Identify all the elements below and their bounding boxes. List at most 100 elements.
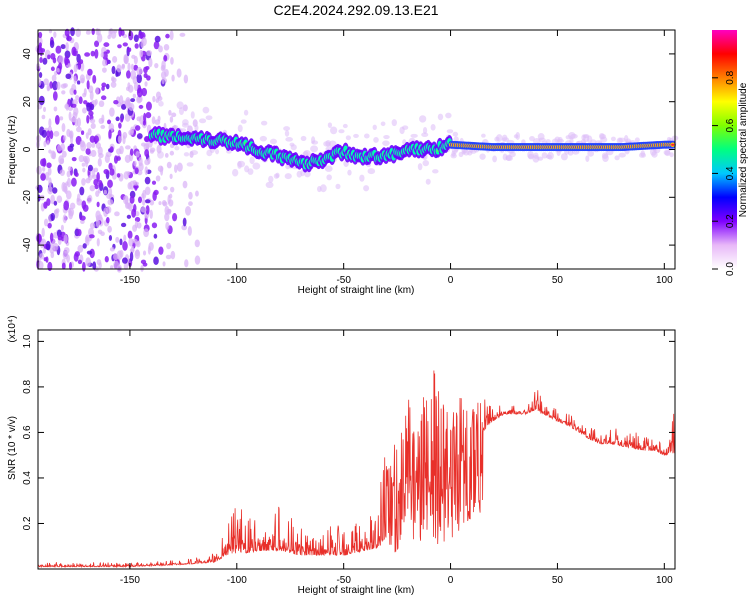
heatmap-cell <box>60 44 66 50</box>
heatmap-cell <box>176 68 182 78</box>
heatmap-cell <box>136 116 142 122</box>
x-tick-label: -50 <box>336 575 351 586</box>
heatmap-cell <box>50 66 55 72</box>
heatmap-cell <box>120 117 124 123</box>
heatmap-cell <box>116 173 121 178</box>
heatmap-cell <box>68 210 74 220</box>
heatmap-cell <box>182 119 189 126</box>
heatmap-cell <box>42 57 48 65</box>
x-tick-label: -150 <box>120 275 140 286</box>
heatmap-cell <box>132 76 138 85</box>
heatmap-cell <box>154 63 159 69</box>
heatmap-cell <box>141 87 148 97</box>
x-tick-label: 0 <box>448 575 454 586</box>
heatmap-cell <box>82 167 86 173</box>
heatmap-cell <box>80 77 85 84</box>
heatmap-cell <box>46 130 51 138</box>
heatmap-cell <box>79 186 85 196</box>
snr-x-ticks: -150 -100 -50 0 50 100 <box>120 330 673 586</box>
heatmap-cell <box>115 116 120 122</box>
heatmap-cell <box>158 45 163 53</box>
heatmap-cell <box>73 64 78 73</box>
heatmap-cell <box>186 162 194 167</box>
heatmap-cell <box>117 135 122 144</box>
spectrogram-x-ticks: -150 -100 -50 0 50 100 <box>120 30 673 286</box>
heatmap-cell <box>84 52 91 57</box>
heatmap-cell <box>618 137 626 143</box>
heatmap-cell <box>79 215 86 221</box>
heatmap-cell <box>151 180 157 185</box>
heatmap-cell <box>143 66 148 74</box>
heatmap-cell <box>147 157 151 165</box>
heatmap-cell <box>51 74 57 82</box>
figure-title: C2E4.2024.292.09.13.E21 <box>273 2 438 18</box>
heatmap-cell <box>101 86 105 91</box>
heatmap-cell <box>82 107 87 114</box>
heatmap-cell <box>86 79 90 90</box>
heatmap-cell <box>135 240 141 248</box>
x-tick-label: 100 <box>656 275 673 286</box>
heatmap-cell <box>162 261 166 267</box>
heatmap-cell <box>69 202 76 210</box>
heatmap-cell <box>151 116 156 125</box>
heatmap-cell <box>181 224 188 231</box>
heatmap-cell <box>81 200 87 210</box>
heatmap-cell <box>81 178 86 186</box>
heatmap-cell <box>176 162 183 172</box>
heatmap-cell <box>143 143 150 151</box>
heatmap-cell <box>151 222 158 229</box>
heatmap-cell <box>107 225 112 233</box>
y-tick-label: -40 <box>22 237 33 252</box>
heatmap-cell <box>624 135 629 143</box>
heatmap-cell <box>103 42 110 47</box>
heatmap-cell <box>161 77 165 85</box>
heatmap-cell <box>96 172 100 182</box>
heatmap-cell <box>310 145 319 153</box>
heatmap-cell <box>95 218 100 228</box>
heatmap-cell <box>260 120 268 126</box>
heatmap-cell <box>91 28 95 36</box>
heatmap-cell <box>174 145 180 151</box>
heatmap-cell <box>53 106 58 112</box>
heatmap-cell <box>65 42 69 51</box>
heatmap-cell <box>104 256 109 263</box>
heatmap-cell <box>69 133 74 144</box>
heatmap-cell <box>61 262 66 270</box>
heatmap-cell <box>137 196 143 204</box>
heatmap-cell <box>85 148 91 155</box>
heatmap-cell <box>47 54 51 60</box>
heatmap-cell <box>182 104 188 112</box>
heatmap-cell <box>144 199 151 204</box>
heatmap-cell <box>178 107 185 115</box>
heatmap-cell <box>275 172 280 179</box>
colorbar: 0.0 0.2 0.4 0.6 0.8 Normalized spectral ampl… <box>712 30 749 276</box>
heatmap-cell <box>36 165 42 175</box>
heatmap-cell <box>144 186 151 196</box>
heatmap-cell <box>149 209 153 220</box>
heatmap-cell <box>326 174 332 181</box>
heatmap-cell <box>185 205 192 216</box>
heatmap-cell <box>240 119 247 124</box>
heatmap-cell <box>43 257 47 262</box>
heatmap-cell <box>383 134 390 140</box>
heatmap-cell <box>54 114 60 125</box>
heatmap-cell <box>66 35 72 42</box>
heatmap-cell <box>268 175 274 183</box>
heatmap-cell <box>91 142 96 148</box>
heatmap-cell <box>545 139 551 144</box>
heatmap-cell <box>538 137 546 142</box>
heatmap-cell <box>90 50 96 57</box>
colorbar-ticks: 0.0 0.2 0.4 0.6 0.8 <box>712 70 736 276</box>
heatmap-cell <box>115 70 119 77</box>
heatmap-cell <box>614 155 620 161</box>
heatmap-cell <box>85 30 91 35</box>
heatmap-cell <box>179 32 186 37</box>
heatmap-cell <box>111 77 117 83</box>
heatmap-cell <box>70 27 75 37</box>
heatmap-cell <box>335 183 341 190</box>
heatmap-cell <box>127 230 133 239</box>
heatmap-cell <box>154 35 161 43</box>
heatmap-cell <box>146 75 151 81</box>
heatmap-cell <box>300 135 307 141</box>
colorbar-gradient <box>712 30 737 269</box>
